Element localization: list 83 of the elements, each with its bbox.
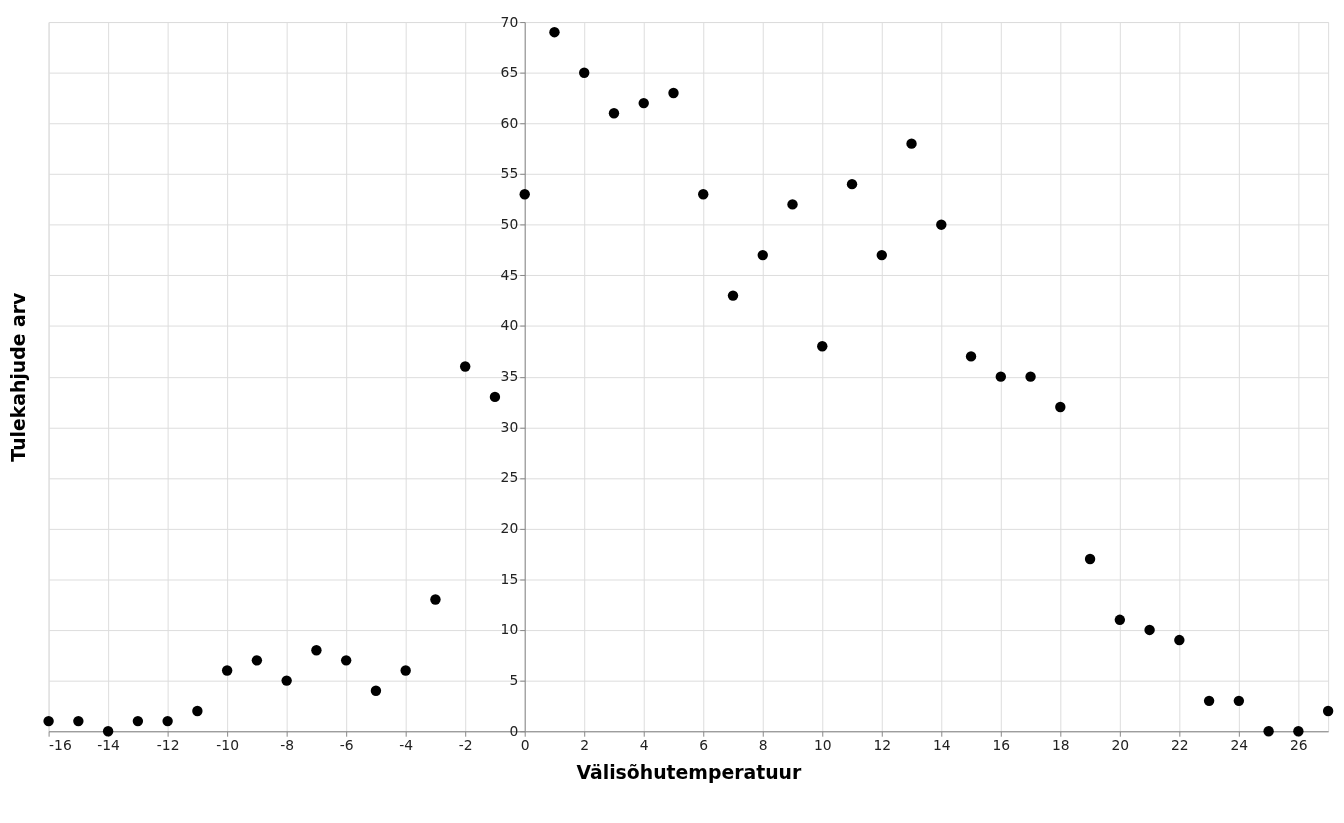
point bbox=[73, 715, 84, 727]
x-tick-label: 26 bbox=[1290, 736, 1308, 753]
x-tick-label: -8 bbox=[280, 736, 295, 753]
point bbox=[638, 97, 649, 109]
x-tick-label: -6 bbox=[339, 736, 354, 753]
point bbox=[489, 391, 501, 403]
point bbox=[370, 685, 382, 696]
point bbox=[1293, 726, 1304, 737]
x-tick-label: 6 bbox=[699, 736, 709, 753]
x-tick-label: -2 bbox=[458, 736, 473, 753]
point bbox=[668, 87, 679, 99]
point bbox=[846, 178, 858, 190]
y-tick-label: 0 bbox=[509, 722, 519, 739]
x-tick-label: 14 bbox=[932, 736, 951, 753]
point bbox=[1114, 614, 1126, 625]
y-axis-title: Tulekahjude arv bbox=[8, 292, 30, 462]
y-tick-label: 10 bbox=[500, 621, 519, 638]
x-tick-label: 8 bbox=[758, 736, 768, 753]
point bbox=[906, 138, 917, 149]
point bbox=[1263, 726, 1274, 737]
point bbox=[192, 705, 203, 717]
point bbox=[221, 665, 233, 676]
point bbox=[1174, 634, 1185, 646]
point bbox=[995, 371, 1007, 382]
point bbox=[400, 665, 411, 676]
point bbox=[1203, 695, 1215, 707]
x-tick-label: 2 bbox=[580, 736, 590, 753]
point bbox=[311, 645, 322, 656]
point bbox=[281, 675, 292, 686]
y-tick-label: 30 bbox=[500, 418, 519, 435]
point bbox=[251, 655, 263, 666]
x-tick-label: 20 bbox=[1111, 736, 1130, 753]
point bbox=[817, 341, 828, 352]
y-tick-label: 40 bbox=[500, 317, 519, 334]
point bbox=[43, 715, 54, 727]
point bbox=[727, 290, 739, 301]
point bbox=[102, 726, 114, 737]
y-tick-label: 45 bbox=[500, 266, 519, 283]
x-tick-label: 4 bbox=[639, 736, 649, 753]
point bbox=[936, 219, 947, 230]
point bbox=[549, 27, 560, 38]
x-tick-label: 0 bbox=[520, 736, 530, 753]
y-tick-label: 5 bbox=[509, 672, 519, 689]
x-tick-label: -14 bbox=[97, 736, 121, 753]
point bbox=[1144, 624, 1155, 636]
x-tick-label: -4 bbox=[399, 736, 414, 753]
point bbox=[519, 189, 530, 200]
point bbox=[965, 351, 977, 362]
point bbox=[698, 189, 709, 200]
x-tick-label: -12 bbox=[156, 736, 180, 753]
point bbox=[162, 715, 173, 727]
y-tick-label: 50 bbox=[500, 216, 519, 233]
y-tick-label: 25 bbox=[500, 469, 519, 486]
y-tick-label: 70 bbox=[500, 13, 519, 30]
x-tick-label: 16 bbox=[992, 736, 1011, 753]
point bbox=[757, 249, 768, 261]
point bbox=[459, 361, 471, 372]
x-tick-label: -16 bbox=[49, 736, 72, 753]
x-tick-label: 22 bbox=[1171, 736, 1189, 753]
point bbox=[1233, 695, 1245, 707]
x-tick-label: 12 bbox=[873, 736, 892, 753]
point bbox=[1055, 401, 1066, 413]
point bbox=[340, 655, 352, 666]
y-tick-label: 35 bbox=[500, 368, 519, 385]
y-tick-label: 65 bbox=[500, 64, 519, 81]
y-tick-label: 55 bbox=[500, 165, 519, 182]
x-tick-label: -10 bbox=[216, 736, 239, 753]
point bbox=[132, 715, 144, 727]
point bbox=[1322, 705, 1334, 717]
point bbox=[1084, 553, 1096, 565]
point bbox=[579, 67, 590, 78]
y-tick-label: 20 bbox=[500, 520, 519, 537]
y-tick-label: 60 bbox=[500, 114, 519, 131]
point bbox=[787, 199, 798, 210]
y-tick-label: 15 bbox=[500, 570, 519, 587]
point bbox=[1025, 371, 1036, 382]
point bbox=[608, 108, 620, 119]
x-axis-title: Välisõhutemperatuur bbox=[576, 762, 802, 784]
x-tick-label: 18 bbox=[1051, 736, 1070, 753]
x-tick-label: 24 bbox=[1230, 736, 1249, 753]
point bbox=[430, 594, 441, 605]
point bbox=[876, 249, 887, 261]
x-tick-label: 10 bbox=[813, 736, 832, 753]
